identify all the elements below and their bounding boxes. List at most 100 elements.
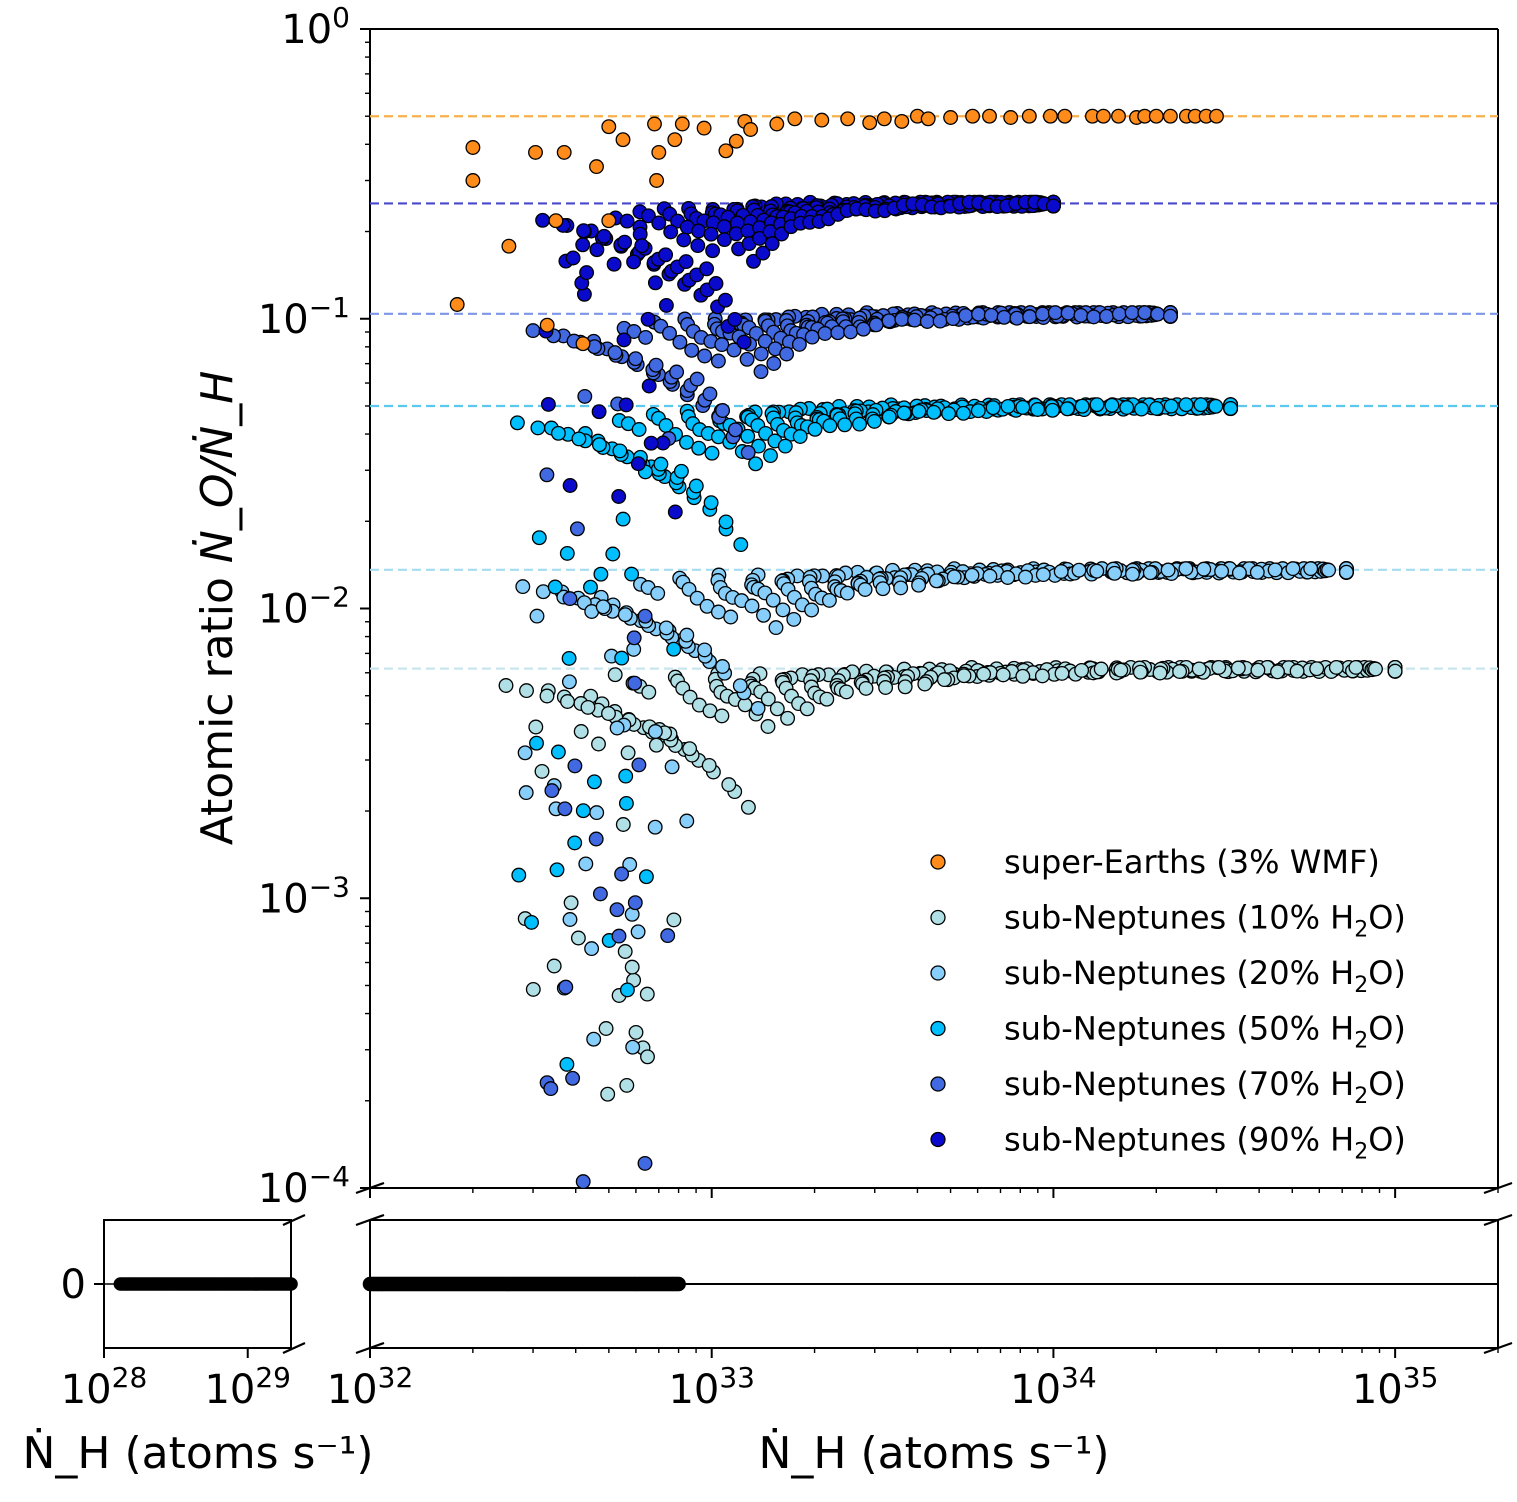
data-point (556, 144, 572, 160)
data-point (740, 799, 756, 815)
data-point (868, 317, 884, 333)
data-point (674, 116, 690, 132)
data-point (748, 456, 764, 472)
data-point (653, 456, 669, 472)
data-point (605, 546, 621, 562)
data-point (996, 309, 1012, 325)
data-point (690, 238, 706, 254)
data-point (1193, 397, 1209, 413)
data-point (855, 321, 871, 337)
data-point (714, 708, 730, 724)
data-point (575, 803, 591, 819)
data-point (838, 684, 854, 700)
data-point (666, 912, 682, 928)
data-point (1015, 668, 1031, 684)
x-tick-label-base: 10 (1352, 1367, 1403, 1413)
data-point (630, 456, 646, 472)
data-point (1113, 662, 1129, 678)
data-point (723, 609, 739, 625)
data-point (1003, 110, 1019, 125)
data-point (647, 819, 663, 835)
data-point (919, 314, 935, 329)
data-point (1035, 567, 1051, 583)
y-tick-label: 10−4 (258, 1160, 350, 1212)
data-point (578, 856, 594, 872)
data-point (1208, 398, 1224, 414)
data-point (911, 403, 927, 419)
data-point (673, 463, 689, 479)
data-point (956, 668, 972, 684)
data-point (622, 857, 638, 872)
data-point (955, 405, 971, 421)
data-point (894, 311, 910, 327)
data-point (964, 567, 980, 583)
data-point (943, 110, 959, 125)
data-point (688, 478, 704, 494)
data-point (936, 672, 952, 688)
data-point (971, 306, 986, 322)
data-point (591, 404, 607, 420)
data-point (465, 173, 481, 188)
data-point (779, 346, 795, 362)
data-point (1045, 198, 1061, 214)
x-tick-label-exp: 32 (378, 1361, 414, 1394)
data-point (703, 226, 719, 242)
data-point (1162, 308, 1178, 324)
data-point (995, 667, 1011, 683)
legend-marker (930, 854, 946, 870)
data-point (970, 403, 986, 419)
data-point (579, 265, 595, 281)
data-point (1124, 305, 1140, 321)
data-point (1150, 306, 1166, 322)
data-point (465, 140, 481, 155)
data-point (640, 1049, 655, 1065)
data-point (1214, 563, 1230, 579)
inset-x-tick-label-exp: 29 (255, 1361, 291, 1394)
data-point (667, 132, 683, 148)
axis-titles: Atomic ratio Ṅ_O/Ṅ_H Ṅ_H (atoms s⁻¹) Ṅ_H (… (22, 371, 1109, 1479)
data-point (525, 323, 541, 339)
data-point (531, 530, 547, 546)
data-point (611, 489, 627, 504)
data-point (740, 445, 756, 460)
data-point (569, 521, 585, 537)
data-point (561, 674, 577, 690)
data-point (715, 403, 731, 418)
data-point (548, 213, 564, 229)
data-point (744, 598, 760, 614)
data-point (561, 650, 577, 666)
data-point (804, 602, 820, 618)
x-tick-label-base: 10 (327, 1367, 378, 1413)
data-point (615, 817, 631, 832)
y-tick-label-exp: −2 (309, 581, 350, 614)
data-point (660, 928, 676, 944)
data-point (807, 421, 823, 437)
legend-label-main: sub-Neptunes (70% H (1004, 1065, 1354, 1103)
data-point (881, 313, 897, 329)
data-point (658, 247, 674, 263)
data-point (596, 228, 612, 244)
data-point (1160, 562, 1176, 578)
data-point (1000, 398, 1016, 414)
data-point (515, 579, 531, 595)
data-point (893, 580, 909, 596)
data-point (821, 592, 837, 608)
inset-x-tick-label: 1028 (61, 1361, 148, 1413)
data-point (620, 745, 636, 761)
data-point (1093, 661, 1109, 677)
data-point (1285, 561, 1301, 577)
data-point (662, 325, 677, 341)
data-point (575, 1174, 591, 1190)
x-tick-label-base: 10 (1010, 1367, 1061, 1413)
data-point (591, 736, 606, 752)
data-point (830, 325, 846, 341)
data-point (591, 437, 607, 453)
legend-label-sub: 2 (1354, 973, 1368, 998)
data-point (601, 119, 617, 135)
data-point (647, 724, 663, 739)
data-point (1270, 664, 1285, 680)
data-point (1053, 564, 1069, 579)
data-point (920, 111, 936, 127)
